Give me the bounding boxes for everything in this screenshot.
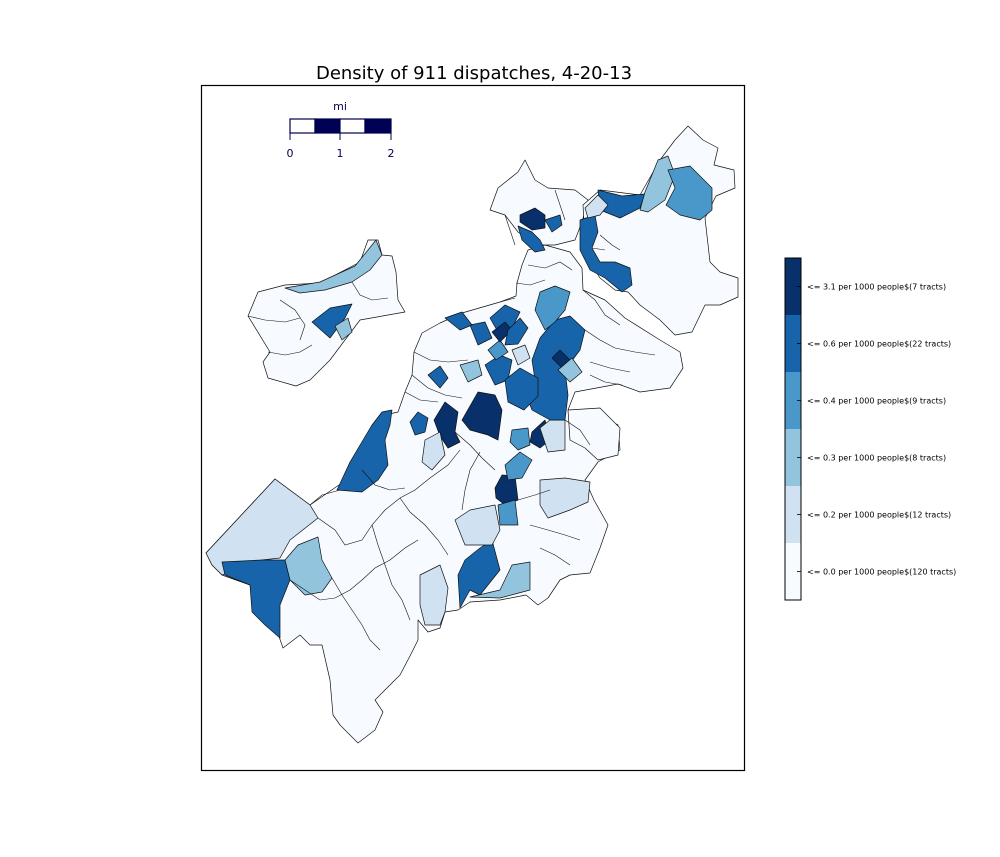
region-brighton-north[interactable] bbox=[284, 239, 383, 294]
colorbar-label: <= 0.3 per 1000 people$(8 tracts) bbox=[807, 454, 946, 463]
region-west-roxbury[interactable] bbox=[205, 478, 319, 576]
region-mattapan-pale[interactable] bbox=[419, 564, 449, 626]
scale-bar-segment-1 bbox=[289, 118, 316, 134]
region-charlestown-mid[interactable] bbox=[517, 225, 546, 253]
colorbar-label: <= 0.0 per 1000 people$(120 tracts) bbox=[807, 568, 956, 577]
region-fenway-1[interactable] bbox=[427, 365, 449, 389]
scale-bar-label-1: 1 bbox=[337, 147, 344, 160]
colorbar-swatch bbox=[785, 486, 801, 543]
region-back-bay-3[interactable] bbox=[459, 359, 483, 383]
colorbar-label: <= 0.2 per 1000 people$(12 tracts) bbox=[807, 511, 951, 520]
region-eastboston-2[interactable] bbox=[579, 214, 633, 293]
region-east-mid-pale[interactable] bbox=[539, 419, 566, 453]
colorbar-swatch bbox=[785, 315, 801, 372]
region-savin-hill[interactable] bbox=[539, 477, 591, 519]
tract-boundaries bbox=[247, 189, 656, 651]
region-downtown-3[interactable] bbox=[504, 317, 529, 346]
region-back-bay-2[interactable] bbox=[504, 367, 539, 411]
region-charlestown-2[interactable] bbox=[544, 214, 563, 233]
region-west-end[interactable] bbox=[444, 311, 473, 331]
scale-bar-segment-2 bbox=[314, 118, 341, 134]
scale-bar: mi 0 1 2 bbox=[287, 100, 395, 160]
region-fenway-2[interactable] bbox=[487, 339, 509, 361]
region-dorchester-mid[interactable] bbox=[457, 539, 501, 609]
colorbar-swatch bbox=[785, 543, 801, 600]
region-hyde-park-west[interactable] bbox=[221, 559, 291, 639]
scale-bar-label-2: 2 bbox=[388, 147, 395, 160]
region-jp-small[interactable] bbox=[409, 411, 429, 436]
region-charlestown-dark[interactable] bbox=[519, 207, 546, 231]
colorbar-label: <= 0.4 per 1000 people$(9 tracts) bbox=[807, 397, 946, 406]
region-east-pocket[interactable] bbox=[567, 407, 621, 461]
region-dorchester-light[interactable] bbox=[469, 561, 531, 599]
region-allston-2[interactable] bbox=[334, 317, 353, 341]
scale-bar-segment-3 bbox=[339, 118, 366, 134]
scale-bar-unit-label: mi bbox=[333, 100, 347, 113]
region-allston-1[interactable] bbox=[311, 303, 353, 339]
region-south-mid[interactable] bbox=[497, 499, 519, 526]
region-jp-strip[interactable] bbox=[336, 409, 393, 493]
region-fort-point[interactable] bbox=[534, 285, 571, 331]
map-title: Density of 911 dispatches, 4-20-13 bbox=[316, 63, 632, 84]
colorbar-label: <= 0.6 per 1000 people$(22 tracts) bbox=[807, 340, 951, 349]
region-eastboston-pale[interactable] bbox=[584, 194, 609, 219]
region-southend-2[interactable] bbox=[421, 431, 446, 471]
colorbar-swatch bbox=[785, 429, 801, 486]
region-dorchester-band[interactable] bbox=[504, 451, 533, 481]
scale-bar-label-0: 0 bbox=[287, 147, 294, 160]
region-downtown-4[interactable] bbox=[469, 321, 493, 346]
colorbar-swatch bbox=[785, 258, 801, 315]
region-roxbury-dark-2[interactable] bbox=[461, 391, 503, 441]
region-southend-1[interactable] bbox=[509, 427, 531, 451]
colorbar-swatch bbox=[785, 372, 801, 429]
region-southboston-light[interactable] bbox=[557, 357, 583, 383]
census-tracts bbox=[205, 125, 739, 744]
scale-bar-segment-4 bbox=[364, 118, 392, 134]
region-eastboston-mid[interactable] bbox=[665, 165, 713, 221]
region-eastboston-light[interactable] bbox=[639, 155, 676, 213]
colorbar-frame bbox=[784, 257, 802, 601]
colorbar-label: <= 3.1 per 1000 people$(7 tracts) bbox=[807, 283, 946, 292]
region-dorchester-pale[interactable] bbox=[454, 504, 501, 546]
colorbar: <= 0.0 per 1000 people$(120 tracts) <= 0.… bbox=[784, 257, 956, 601]
region-beacon-hill[interactable] bbox=[511, 344, 531, 366]
